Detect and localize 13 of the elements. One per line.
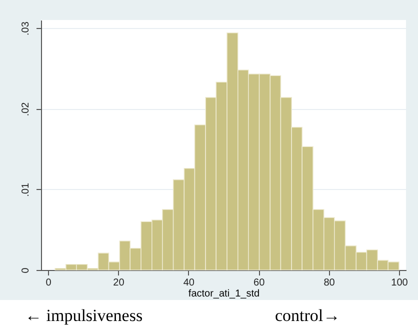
y-tick-label: .03 [20, 21, 32, 36]
y-tick-label: .01 [20, 182, 32, 197]
x-tick-label: 60 [254, 278, 266, 288]
x-tick-label: 40 [183, 278, 195, 288]
text: control→ [275, 306, 340, 326]
x-tick-label: 20 [113, 278, 125, 288]
x-tick-label: 0 [46, 278, 52, 288]
text: ← impulsiveness [25, 306, 143, 326]
x-tick-label: 100 [391, 278, 408, 288]
x-axis-title: factor_ati_1_std [188, 288, 260, 300]
y-tick-label: .02 [20, 102, 32, 116]
y-tick-label: 0 [20, 267, 32, 274]
x-tick-label: 80 [324, 278, 336, 288]
